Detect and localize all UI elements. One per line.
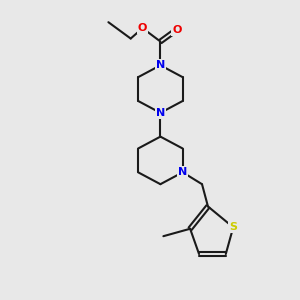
Text: N: N: [178, 167, 187, 177]
Text: N: N: [156, 60, 165, 70]
Text: O: O: [172, 25, 182, 34]
Text: N: N: [156, 108, 165, 118]
Text: O: O: [138, 23, 147, 33]
Text: S: S: [229, 222, 237, 232]
